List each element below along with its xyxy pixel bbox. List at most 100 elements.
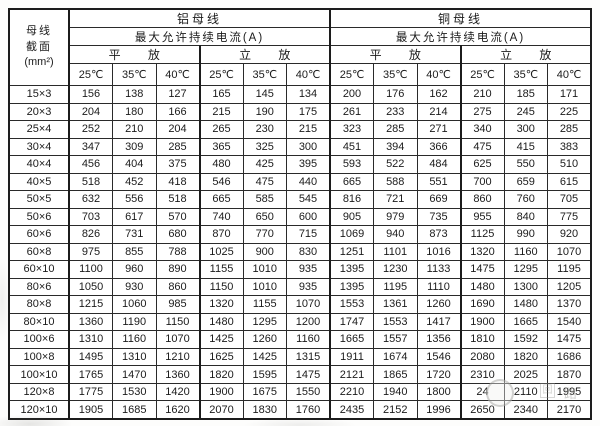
size-cell: 120×8 xyxy=(8,382,70,402)
value-cell: 365 xyxy=(198,137,244,157)
value-cell: 2121 xyxy=(329,365,374,384)
value-cell: 2152 xyxy=(373,400,418,420)
value-cell: 1100 xyxy=(68,260,113,279)
temp-header: 25℃ xyxy=(329,63,374,86)
value-cell: 275 xyxy=(459,102,505,122)
value-cell: 518 xyxy=(155,190,200,209)
value-cell: 788 xyxy=(155,242,200,262)
value-cell: 1395 xyxy=(329,260,374,279)
value-cell: 1215 xyxy=(68,295,113,314)
corner-line-3: (mm²) xyxy=(24,56,54,69)
value-cell: 870 xyxy=(198,225,244,244)
value-cell: 1800 xyxy=(416,382,461,402)
value-cell: 175 xyxy=(286,102,331,122)
value-cell: 1820 xyxy=(503,347,548,367)
value-cell: 1260 xyxy=(416,295,461,314)
size-cell: 80×6 xyxy=(8,277,70,297)
value-cell: 1050 xyxy=(68,277,113,297)
value-cell: 418 xyxy=(155,172,200,192)
copper-flat-header: 平 放 xyxy=(329,45,461,64)
size-cell: 40×4 xyxy=(8,155,70,174)
value-cell: 1155 xyxy=(242,295,287,314)
value-cell: 617 xyxy=(112,207,157,227)
value-cell: 1070 xyxy=(155,330,200,349)
temp-header: 35℃ xyxy=(373,63,418,86)
value-cell: 127 xyxy=(155,85,200,104)
temp-header: 25℃ xyxy=(198,63,244,86)
value-cell: 840 xyxy=(503,207,548,227)
value-cell: 440 xyxy=(286,172,331,192)
value-cell: 1686 xyxy=(547,347,592,367)
value-cell: 1200 xyxy=(286,312,331,332)
value-cell: 1356 xyxy=(416,330,461,349)
size-cell: 100×6 xyxy=(8,330,70,349)
value-cell: 930 xyxy=(112,277,157,297)
aluminum-vertical-header: 立 放 xyxy=(198,45,331,64)
value-cell: 721 xyxy=(373,190,418,209)
value-cell: 705 xyxy=(547,190,592,209)
table-row: 50×6 703 617 570 740 650 600 905 979 735 955 840 775 xyxy=(8,207,592,227)
value-cell: 1133 xyxy=(416,260,461,279)
value-cell: 166 xyxy=(155,102,200,122)
copper-max-current-label: 最大允许持续电流(A) xyxy=(329,27,592,46)
temp-header: 40℃ xyxy=(155,63,200,86)
value-cell: 165 xyxy=(198,85,244,104)
aluminum-max-current-label: 最大允许持续电流(A) xyxy=(68,27,331,46)
value-cell: 990 xyxy=(503,225,548,244)
value-cell: 1911 xyxy=(329,347,374,367)
value-cell: 1553 xyxy=(329,295,374,314)
value-cell: 271 xyxy=(416,120,461,139)
value-cell: 145 xyxy=(242,85,287,104)
value-cell: 134 xyxy=(286,85,331,104)
value-cell: 394 xyxy=(373,137,418,157)
size-cell: 20×3 xyxy=(8,102,70,122)
aluminum-flat-header: 平 放 xyxy=(68,45,200,64)
size-cell: 50×5 xyxy=(8,190,70,209)
value-cell: 230 xyxy=(242,120,287,139)
table-row: 100×10 1765 1470 1360 1820 1595 1475 2121 1865 17… xyxy=(8,365,592,384)
value-cell: 703 xyxy=(68,207,113,227)
value-cell: 979 xyxy=(373,207,418,227)
value-cell: 1160 xyxy=(112,330,157,349)
value-cell: 1540 xyxy=(547,312,592,332)
value-cell: 935 xyxy=(286,260,331,279)
size-cell: 60×8 xyxy=(8,242,70,262)
table-header: 母线 截面 (mm²) 铝母线 铜母线 最大允许持续电流(A) 最大允许持续电流… xyxy=(8,8,592,86)
value-cell: 1775 xyxy=(68,382,113,402)
value-cell: 1546 xyxy=(416,347,461,367)
value-cell: 593 xyxy=(329,155,374,174)
value-cell: 1995 xyxy=(547,382,592,402)
value-cell: 1480 xyxy=(198,312,244,332)
value-cell: 451 xyxy=(329,137,374,157)
corner-header-busbar-section: 母线 截面 (mm²) xyxy=(8,8,70,86)
value-cell: 1150 xyxy=(155,312,200,332)
value-cell: 665 xyxy=(198,190,244,209)
value-cell: 200 xyxy=(329,85,374,104)
value-cell: 1010 xyxy=(242,260,287,279)
value-cell: 24 xyxy=(459,382,505,402)
value-cell: 1425 xyxy=(242,347,287,367)
value-cell: 1310 xyxy=(68,330,113,349)
value-cell: 1300 xyxy=(503,277,548,297)
value-cell: 588 xyxy=(373,172,418,192)
value-cell: 1900 xyxy=(198,382,244,402)
value-cell: 830 xyxy=(286,242,331,262)
value-cell: 1160 xyxy=(503,242,548,262)
value-cell: 1360 xyxy=(155,365,200,384)
value-cell: 740 xyxy=(198,207,244,227)
value-cell: 625 xyxy=(459,155,505,174)
table-row: 50×5 632 556 518 665 585 545 816 721 669 860 760 705 xyxy=(8,190,592,209)
table-row: 40×4 456 404 375 480 425 395 593 522 484 625 550 510 xyxy=(8,155,592,174)
value-cell: 156 xyxy=(68,85,113,104)
value-cell: 1747 xyxy=(329,312,374,332)
value-cell: 2025 xyxy=(503,365,548,384)
temp-header: 35℃ xyxy=(242,63,287,86)
value-cell: 905 xyxy=(329,207,374,227)
value-cell: 669 xyxy=(416,190,461,209)
value-cell: 1417 xyxy=(416,312,461,332)
table-row: 80×6 1050 930 860 1150 1010 935 1395 1195 1110 148… xyxy=(8,277,592,297)
value-cell: 1210 xyxy=(155,347,200,367)
value-cell: 900 xyxy=(242,242,287,262)
temp-header: 40℃ xyxy=(416,63,461,86)
value-cell: 975 xyxy=(68,242,113,262)
